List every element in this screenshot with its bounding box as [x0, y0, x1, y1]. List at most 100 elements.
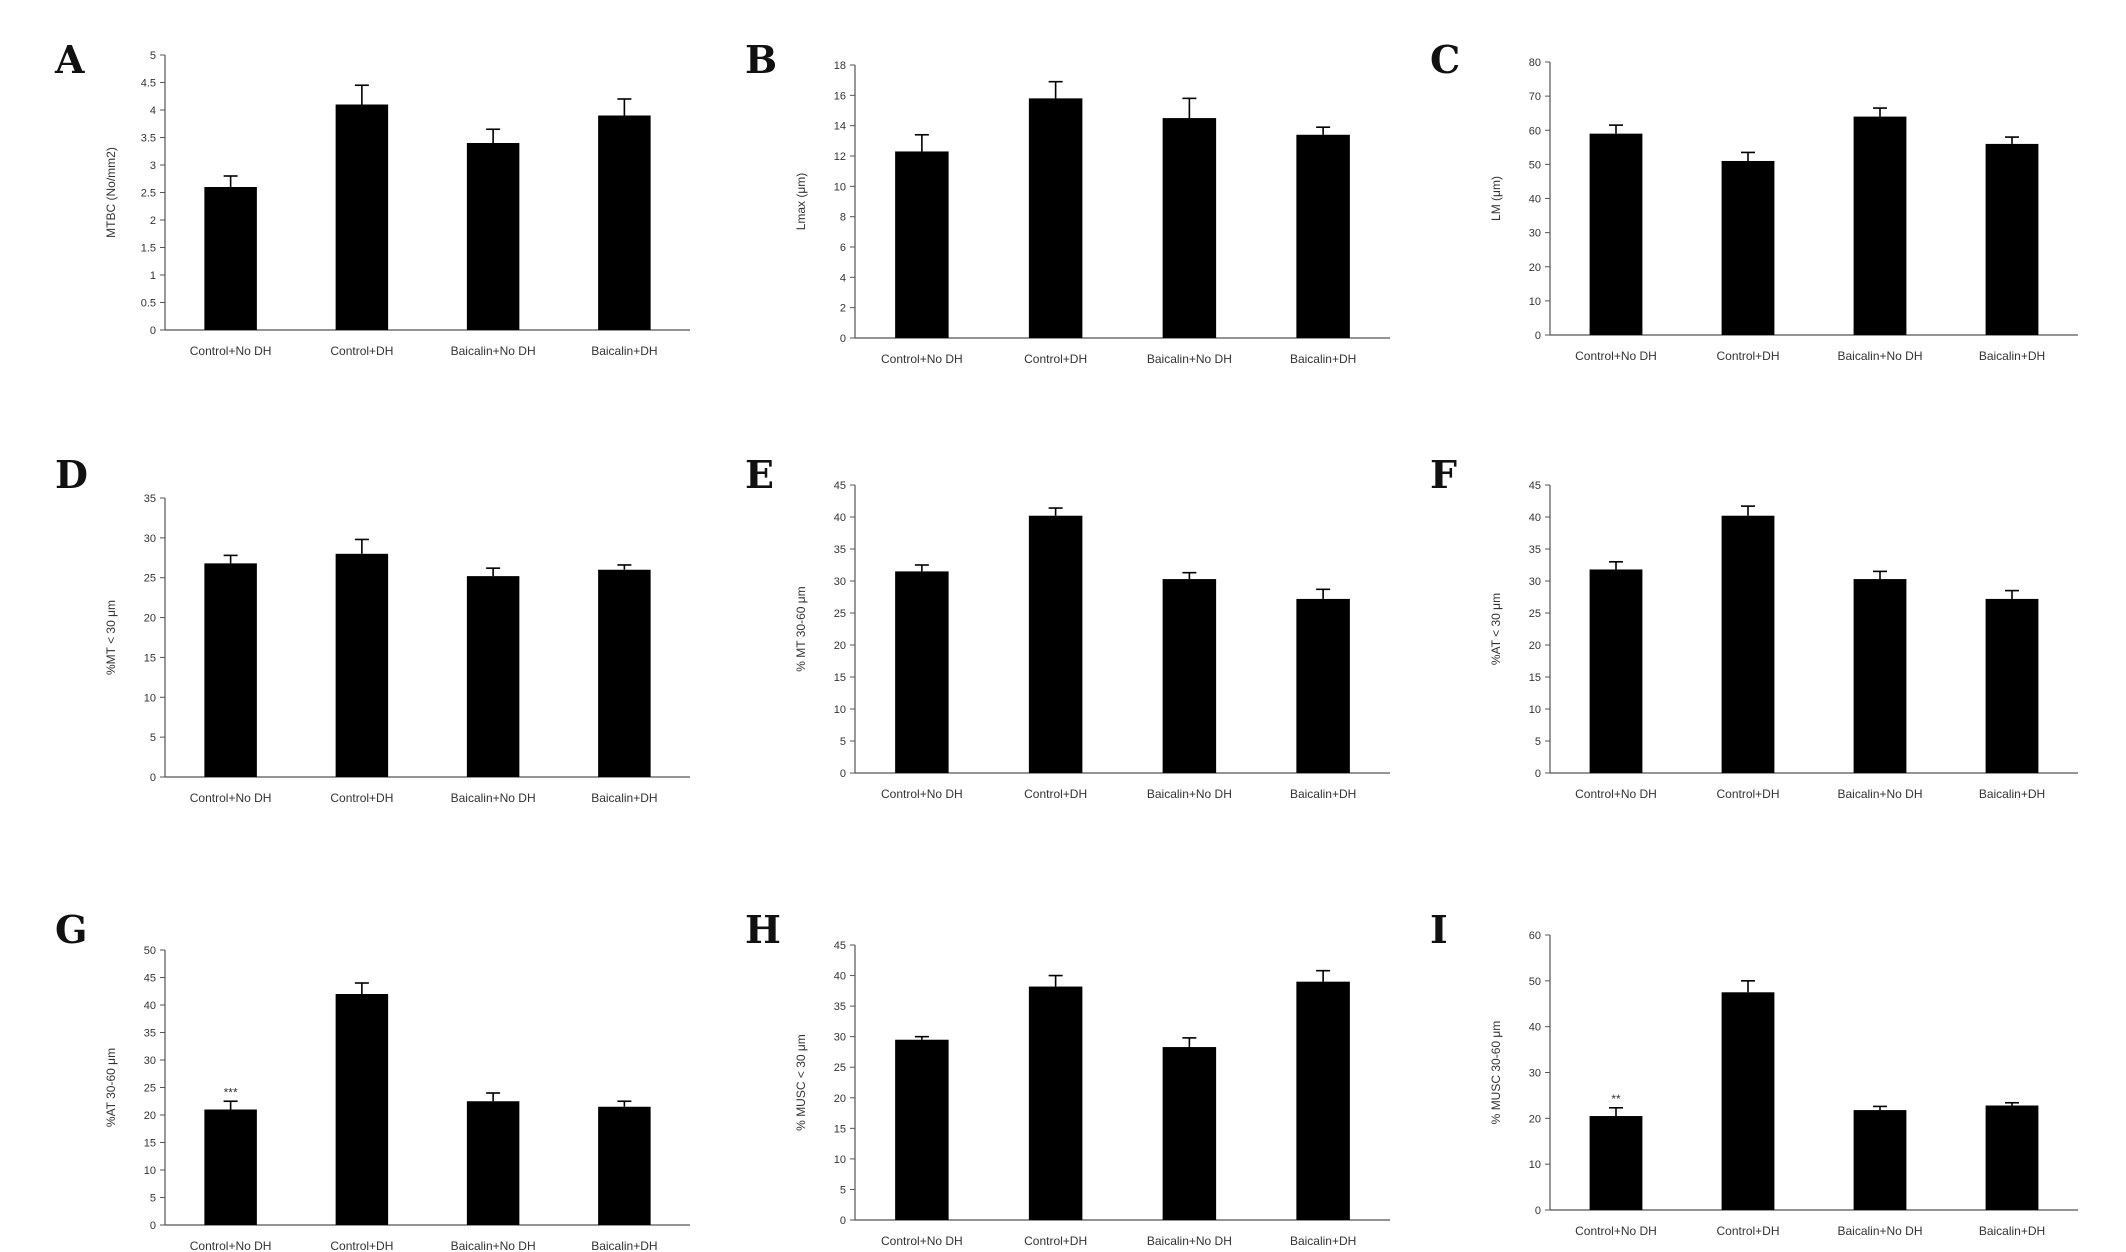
y-tick-label: 14	[834, 121, 846, 133]
y-tick-label: 25	[144, 1083, 156, 1095]
y-tick-label: 2	[150, 215, 156, 227]
x-category-label: Control+No DH	[190, 791, 272, 805]
y-tick-label: 0.5	[141, 298, 156, 310]
y-tick-label: 6	[840, 242, 846, 254]
x-category-label: Baicalin+DH	[1979, 787, 2045, 801]
bar	[335, 994, 389, 1225]
chart-panel-b: B 0 2 4 6 8 10 12 14 16 18 Lmax (μm) Control+No DH Co…	[745, 37, 1390, 366]
x-category-label: Baicalin+DH	[1290, 352, 1356, 366]
x-category-label: Baicalin+DH	[591, 791, 657, 805]
y-tick-label: 20	[834, 640, 846, 652]
y-tick-label: 15	[834, 1123, 846, 1135]
bar	[204, 563, 257, 777]
y-tick-label: 15	[144, 1138, 156, 1150]
y-tick-label: 10	[834, 1154, 846, 1166]
y-tick-label: 35	[144, 493, 156, 505]
y-axis-title: LM (μm)	[1489, 176, 1503, 221]
chart-panel-f: F 0 5 10 15 20 25 30 35 40 45 %AT < 30 μm Control+No…	[1430, 452, 2078, 801]
y-tick-label: 40	[834, 971, 846, 983]
bar	[1028, 515, 1083, 773]
x-category-label: Baicalin+No DH	[1837, 1224, 1922, 1238]
y-tick-label: 0	[150, 1220, 156, 1232]
x-category-label: Control+DH	[330, 1239, 393, 1252]
x-category-label: Baicalin+No DH	[1837, 349, 1922, 363]
y-tick-label: 50	[1529, 159, 1541, 171]
x-category-label: Control+No DH	[881, 1234, 963, 1248]
bar	[598, 569, 651, 777]
bar	[335, 553, 389, 777]
panel-letter: E	[745, 452, 774, 497]
bar	[1162, 579, 1217, 773]
x-category-label: Baicalin+No DH	[451, 1239, 536, 1252]
y-tick-label: 1.5	[141, 243, 156, 255]
bar	[1296, 598, 1350, 773]
y-tick-label: 16	[834, 90, 846, 102]
bar	[335, 104, 389, 330]
y-tick-label: 30	[1529, 228, 1541, 240]
y-tick-label: 12	[834, 151, 846, 163]
bar	[1028, 986, 1083, 1220]
y-tick-label: 25	[1529, 608, 1541, 620]
y-tick-label: 40	[1529, 512, 1541, 524]
panel-letter: G	[55, 907, 87, 952]
y-tick-label: 20	[1529, 1113, 1541, 1125]
x-category-label: Control+DH	[1716, 787, 1779, 801]
panel-letter: H	[745, 907, 781, 952]
x-category-label: Control+No DH	[1575, 787, 1657, 801]
y-tick-label: 10	[144, 1165, 156, 1177]
y-tick-label: 3.5	[141, 133, 156, 145]
bar	[598, 115, 651, 330]
y-tick-label: 10	[834, 704, 846, 716]
y-tick-label: 45	[834, 940, 846, 952]
x-category-label: Control+No DH	[1575, 1224, 1657, 1238]
bar	[895, 151, 949, 338]
x-category-label: Baicalin+DH	[1290, 1234, 1356, 1248]
y-tick-label: 20	[834, 1093, 846, 1105]
y-tick-label: 0	[1535, 330, 1541, 342]
y-tick-label: 0	[840, 1215, 846, 1227]
bar	[1721, 515, 1775, 773]
y-tick-label: 60	[1529, 930, 1541, 942]
y-tick-label: 30	[144, 533, 156, 545]
y-tick-label: 25	[834, 608, 846, 620]
y-tick-label: 15	[1529, 672, 1541, 684]
x-category-label: Baicalin+No DH	[1147, 352, 1232, 366]
bar	[1985, 143, 2039, 335]
y-tick-label: 50	[1529, 976, 1541, 988]
y-tick-label: 40	[1529, 194, 1541, 206]
x-category-label: Baicalin+No DH	[1147, 1234, 1232, 1248]
x-category-label: Baicalin+DH	[1290, 787, 1356, 801]
panel-letter: I	[1430, 907, 1448, 952]
bar	[1589, 1116, 1643, 1210]
y-tick-label: 0	[150, 325, 156, 337]
bar	[1721, 992, 1775, 1210]
bar	[598, 1106, 651, 1225]
y-tick-label: 35	[834, 544, 846, 556]
y-axis-title: Lmax (μm)	[794, 173, 808, 231]
y-tick-label: 10	[834, 181, 846, 193]
bar	[466, 143, 520, 330]
y-tick-label: 40	[144, 1000, 156, 1012]
x-category-label: Baicalin+DH	[591, 344, 657, 358]
y-tick-label: 0	[1535, 768, 1541, 780]
y-tick-label: 5	[840, 736, 846, 748]
bar	[466, 1101, 520, 1225]
x-category-label: Baicalin+No DH	[451, 344, 536, 358]
y-tick-label: 45	[1529, 480, 1541, 492]
bar	[1853, 579, 1907, 773]
y-tick-label: 40	[1529, 1022, 1541, 1034]
y-tick-label: 15	[834, 672, 846, 684]
bar	[1296, 981, 1350, 1220]
y-tick-label: 2	[840, 303, 846, 315]
y-tick-label: 1	[150, 270, 156, 282]
y-axis-title: %AT < 30 μm	[1489, 593, 1503, 665]
bar	[1028, 98, 1083, 338]
bar	[1162, 1047, 1217, 1220]
y-tick-label: 0	[1535, 1205, 1541, 1217]
chart-panel-h: H 0 5 10 15 20 25 30 35 40 45 % MUSC < 30 μm Control…	[745, 907, 1390, 1248]
y-tick-label: 30	[1529, 1068, 1541, 1080]
y-tick-label: 30	[1529, 576, 1541, 588]
y-axis-title: %MT < 30 μm	[104, 600, 118, 675]
bar	[204, 187, 257, 330]
